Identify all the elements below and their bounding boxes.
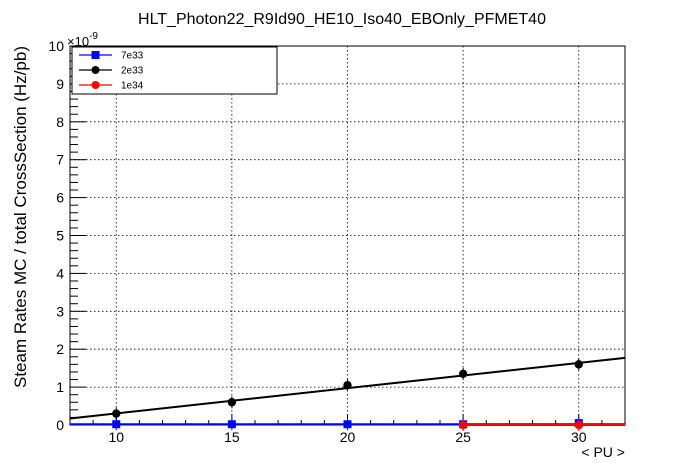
y-tick-label: 4 (56, 265, 64, 281)
point-7e33 (112, 420, 121, 429)
legend-label-2e33: 2e33 (121, 66, 144, 77)
y-exponent: ×10-9 (67, 31, 98, 49)
y-tick-label: 6 (56, 190, 64, 206)
point-2e33 (227, 398, 237, 407)
x-tick-label: 20 (340, 429, 356, 445)
y-tick-label: 0 (56, 417, 64, 433)
chart-title: HLT_Photon22_R9Id90_HE10_Iso40_EBOnly_PF… (138, 11, 546, 28)
point-1e34 (458, 420, 468, 430)
legend-label-7e33: 7e33 (121, 51, 144, 62)
y-tick-label: 10 (48, 38, 64, 54)
legend: 7e33 2e33 1e34 (71, 46, 278, 95)
point-2e33 (458, 369, 468, 379)
y-tick-label: 2 (56, 341, 64, 357)
legend-label-1e34: 1e34 (121, 81, 144, 92)
legend-marker-2e33 (91, 66, 100, 74)
grid-lines (70, 46, 625, 425)
x-tick-label: 25 (455, 429, 471, 445)
axes: 10 15 20 25 30 0 1 2 3 4 5 6 7 8 9 10 (48, 38, 626, 445)
y-tick-label: 3 (56, 303, 64, 319)
point-2e33 (574, 360, 583, 369)
x-tick-label: 30 (571, 429, 587, 445)
y-exponent-base: ×10 (67, 34, 89, 49)
y-axis-label: Steam Rates MC / total CrossSection (Hz/… (11, 46, 30, 388)
point-2e33 (343, 381, 352, 390)
legend-marker-7e33 (91, 51, 100, 59)
y-tick-label: 7 (56, 152, 64, 168)
point-1e34 (574, 420, 583, 430)
legend-marker-1e34 (91, 81, 100, 89)
data-points (112, 358, 583, 431)
y-tick-label: 9 (56, 76, 64, 92)
x-axis-label: < PU > (581, 444, 625, 460)
y-exponent-power: -9 (89, 31, 98, 42)
x-tick-label: 15 (224, 429, 240, 445)
point-7e33 (227, 420, 236, 429)
x-tick-label: 10 (108, 429, 124, 445)
y-tick-label: 1 (56, 379, 64, 395)
point-2e33 (112, 409, 121, 418)
y-tick-label: 5 (56, 228, 64, 244)
y-tick-label: 8 (56, 114, 64, 130)
point-7e33 (343, 420, 352, 429)
